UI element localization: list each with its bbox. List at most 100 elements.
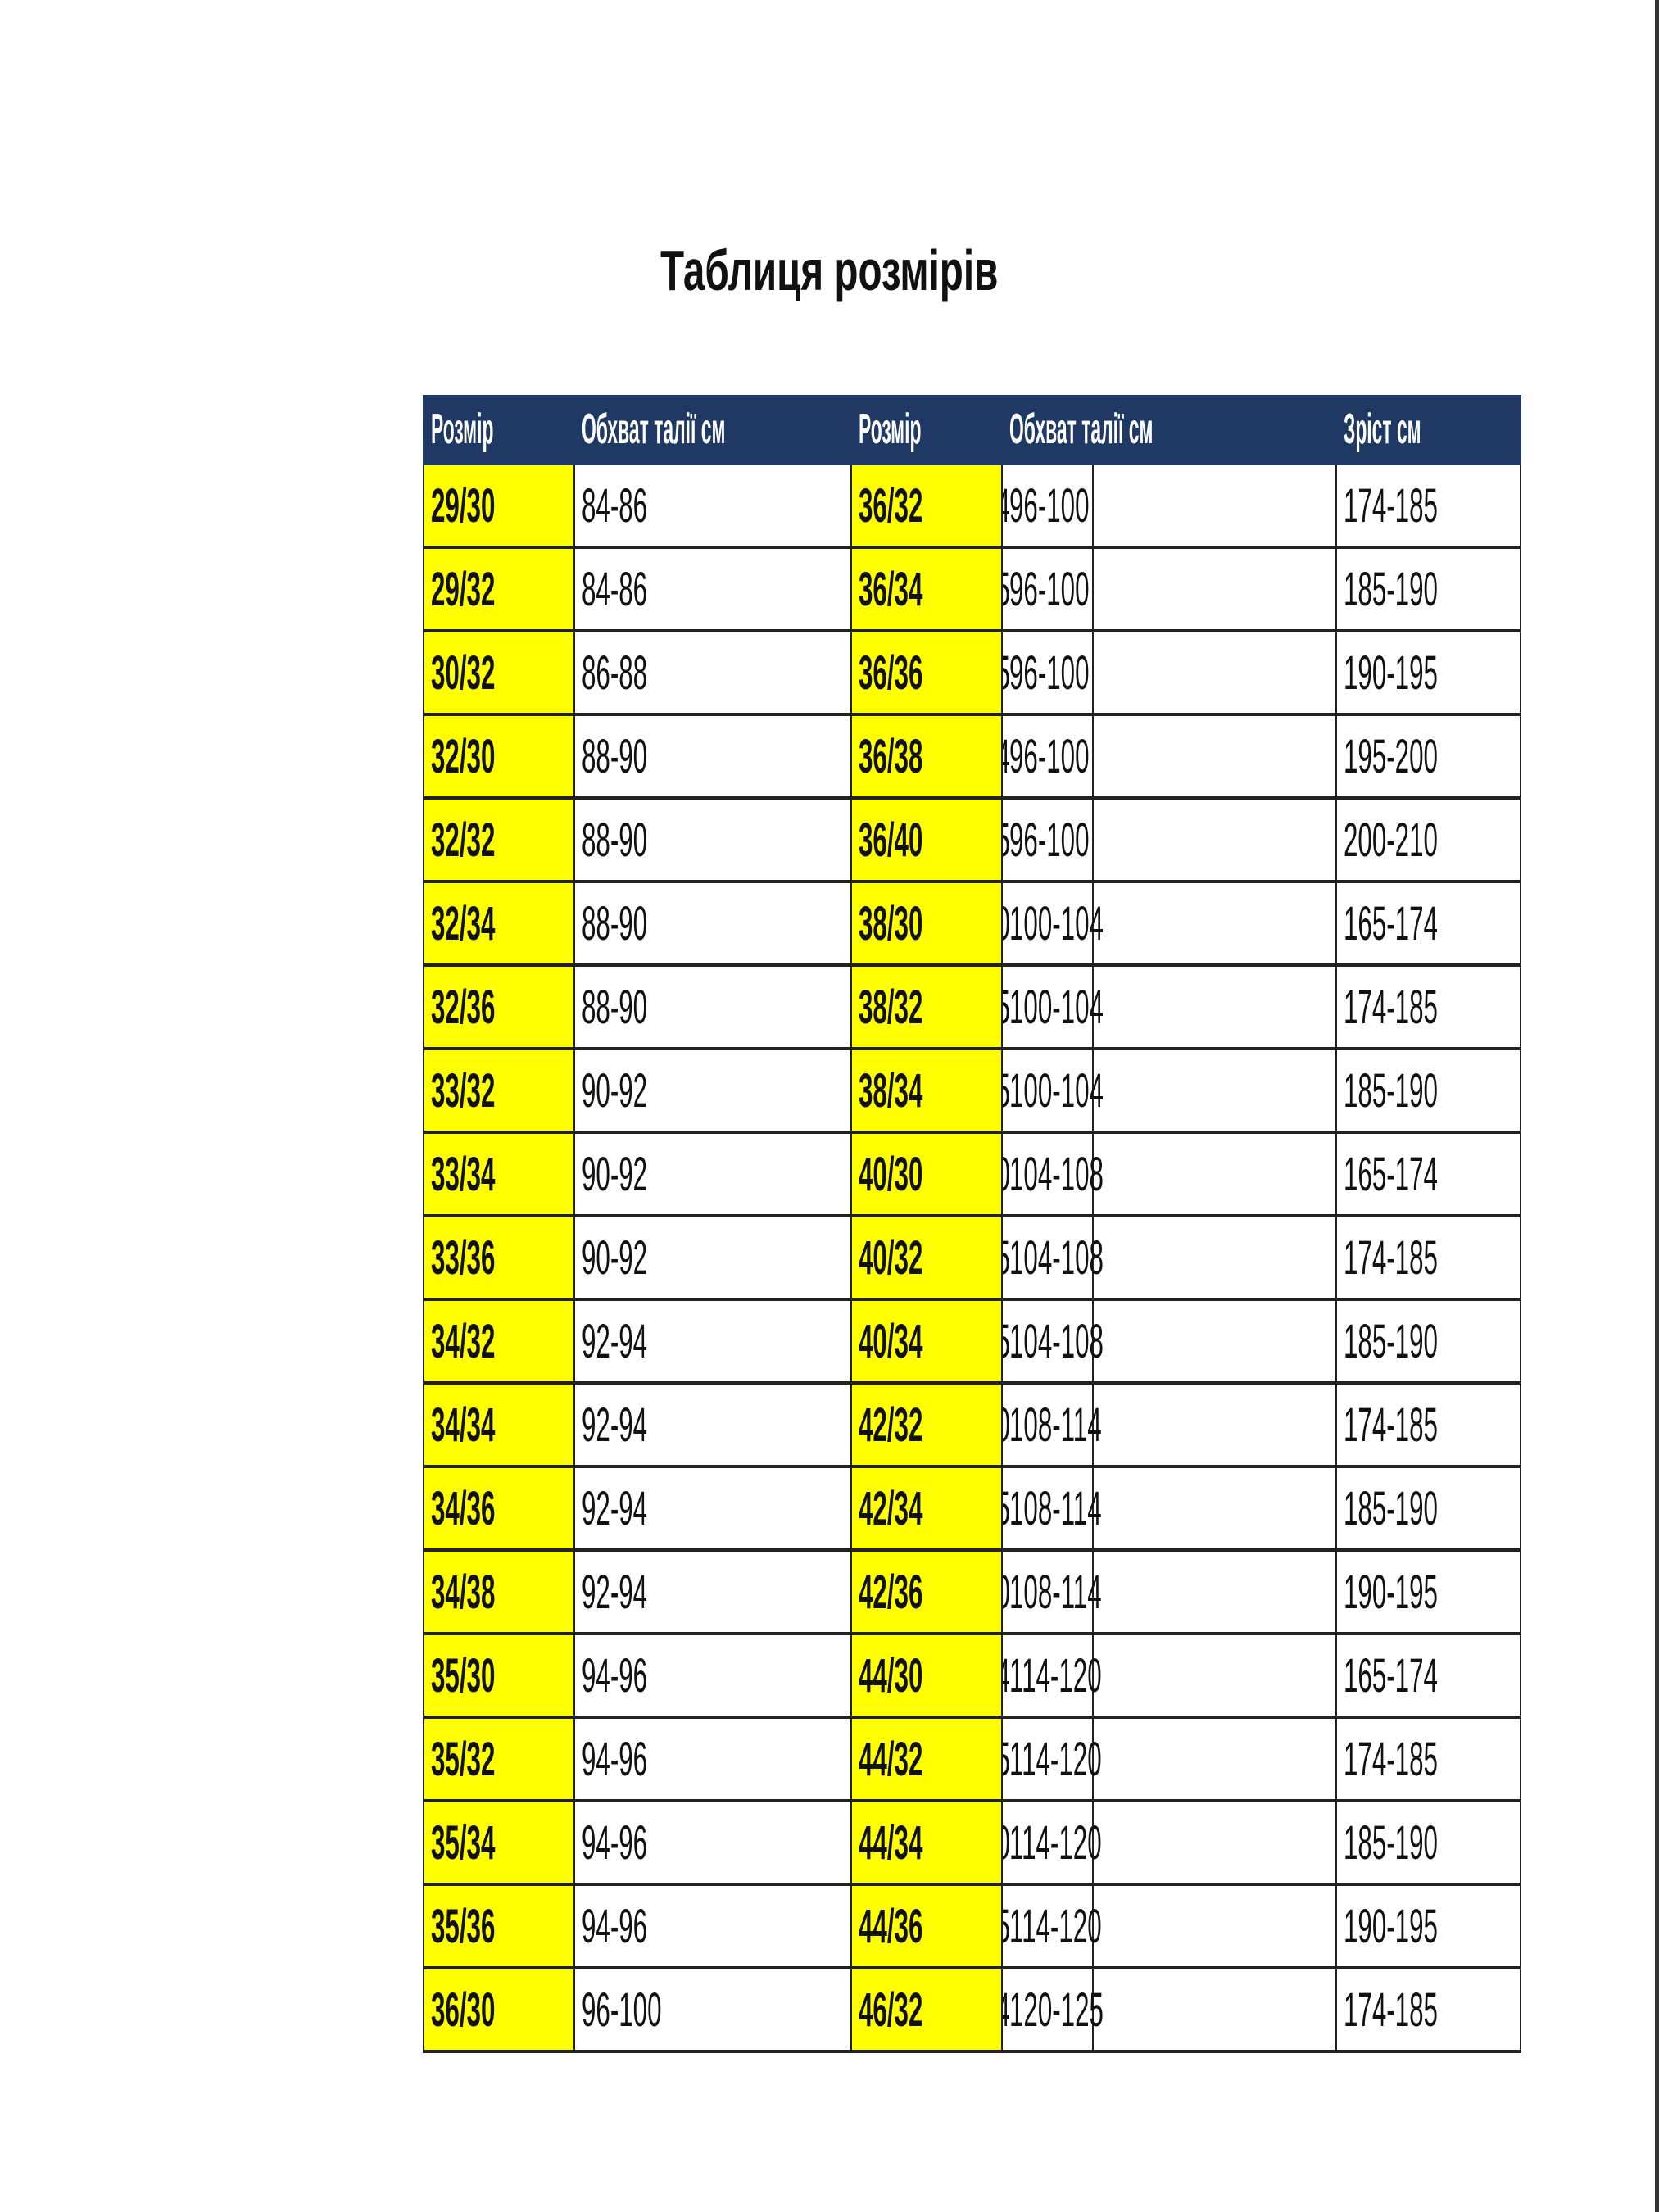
height-cell-text: 174-185 xyxy=(1344,1231,1439,1285)
size-cell: 32/36 xyxy=(423,964,575,1050)
size-cell: 40/32 xyxy=(850,1215,1003,1301)
table-row: 40/32 104-108 174-185 xyxy=(850,1215,1522,1301)
height-cell: 174-185 xyxy=(1335,1967,1522,2053)
size-cell-text: 42/32 xyxy=(859,1398,923,1452)
size-cell: 44/32 xyxy=(850,1716,1003,1802)
size-cell-text: 35/34 xyxy=(431,1815,496,1870)
waist-cell-text: 92-94 xyxy=(581,1314,647,1368)
header-row: Розмір Обхват талії см Зріст см xyxy=(850,395,1522,465)
waist-cell: 90-92 xyxy=(573,1131,910,1217)
size-cell: 36/36 xyxy=(850,630,1003,716)
size-cell: 32/32 xyxy=(423,797,575,883)
waist-cell-text: 94-96 xyxy=(581,1815,647,1870)
size-cell-text: 33/32 xyxy=(431,1063,496,1117)
waist-cell: 120-125 xyxy=(1000,1967,1338,2053)
size-cell-text: 34/32 xyxy=(431,1314,496,1368)
waist-cell: 104-108 xyxy=(1000,1131,1338,1217)
size-cell: 35/32 xyxy=(423,1716,575,1802)
waist-cell-text: 114-120 xyxy=(1009,1899,1102,1953)
height-cell-text: 174-185 xyxy=(1344,478,1439,533)
waist-cell: 96-100 xyxy=(1000,546,1338,632)
waist-cell-text: 88-90 xyxy=(581,896,647,950)
height-cell: 185-190 xyxy=(1335,1048,1522,1134)
size-cell-text: 29/30 xyxy=(431,478,496,533)
size-cell-text: 33/36 xyxy=(431,1231,496,1285)
size-cell: 30/32 xyxy=(423,630,575,716)
waist-cell-text: 114-120 xyxy=(1009,1648,1102,1702)
height-cell: 190-195 xyxy=(1335,1883,1522,1969)
size-cell: 34/38 xyxy=(423,1549,575,1635)
page-edge xyxy=(1655,0,1659,2212)
size-cell-text: 46/32 xyxy=(859,1983,923,2037)
height-cell-text: 174-185 xyxy=(1344,1398,1439,1452)
table-row: 46/32 120-125 174-185 xyxy=(850,1967,1522,2053)
height-cell: 174-185 xyxy=(1335,1382,1522,1468)
height-cell-text: 190-195 xyxy=(1344,1565,1439,1619)
waist-cell: 96-100 xyxy=(1000,714,1338,800)
size-cell-text: 44/30 xyxy=(859,1648,923,1702)
height-cell: 190-195 xyxy=(1335,1549,1522,1635)
size-cell: 44/30 xyxy=(850,1633,1003,1719)
header-waist-text: Обхват талії см xyxy=(1009,406,1154,453)
height-cell: 185-190 xyxy=(1335,1299,1522,1385)
waist-cell-text: 104-108 xyxy=(1009,1231,1104,1285)
size-cell: 32/34 xyxy=(423,881,575,967)
size-cell-text: 34/36 xyxy=(431,1481,496,1535)
size-cell-text: 32/30 xyxy=(431,729,496,783)
waist-cell-text: 108-114 xyxy=(1009,1398,1102,1452)
size-cell: 46/32 xyxy=(850,1967,1003,2053)
table-row: 44/32 114-120 174-185 xyxy=(850,1716,1522,1802)
size-cell-text: 36/32 xyxy=(859,478,923,533)
waist-cell-text: 90-92 xyxy=(581,1231,647,1285)
height-cell: 200-210 xyxy=(1335,797,1522,883)
size-cell: 34/32 xyxy=(423,1299,575,1385)
height-cell: 174-185 xyxy=(1335,1716,1522,1802)
waist-cell-text: 100-104 xyxy=(1009,980,1104,1034)
waist-cell-text: 104-108 xyxy=(1009,1147,1104,1201)
waist-cell-text: 84-86 xyxy=(581,478,647,533)
height-cell: 185-190 xyxy=(1335,546,1522,632)
size-cell: 42/36 xyxy=(850,1549,1003,1635)
waist-cell-text: 100-104 xyxy=(1009,896,1104,950)
waist-cell: 108-114 xyxy=(1000,1549,1338,1635)
waist-cell-text: 96-100 xyxy=(581,1983,662,2037)
size-cell: 32/30 xyxy=(423,714,575,800)
height-cell-text: 174-185 xyxy=(1344,1983,1439,2037)
size-cell-text: 35/36 xyxy=(431,1899,496,1953)
size-cell-text: 38/32 xyxy=(859,980,923,1034)
height-cell-text: 165-174 xyxy=(1344,1648,1439,1702)
height-cell: 165-174 xyxy=(1335,881,1522,967)
height-cell-text: 165-174 xyxy=(1344,896,1439,950)
size-cell: 34/36 xyxy=(423,1466,575,1552)
table-row: 38/32 100-104 174-185 xyxy=(850,964,1522,1050)
waist-cell-text: 96-100 xyxy=(1009,646,1090,700)
height-cell-text: 185-190 xyxy=(1344,1314,1439,1368)
table-row: 38/34 100-104 185-190 xyxy=(850,1048,1522,1134)
waist-cell-text: 86-88 xyxy=(581,646,647,700)
size-cell-text: 42/34 xyxy=(859,1481,923,1535)
table-row: 42/36 108-114 190-195 xyxy=(850,1549,1522,1635)
height-cell: 185-190 xyxy=(1335,1466,1522,1552)
size-cell: 38/30 xyxy=(850,881,1003,967)
waist-cell-text: 100-104 xyxy=(1009,1063,1104,1117)
size-cell: 29/30 xyxy=(423,463,575,549)
size-cell-text: 34/34 xyxy=(431,1398,496,1452)
size-cell-text: 42/36 xyxy=(859,1565,923,1619)
table-row: 40/34 104-108 185-190 xyxy=(850,1299,1522,1385)
size-cell-text: 36/34 xyxy=(859,562,923,616)
table-row: 40/30 104-108 165-174 xyxy=(850,1131,1522,1217)
waist-cell: 114-120 xyxy=(1000,1716,1338,1802)
height-cell-text: 185-190 xyxy=(1344,1815,1439,1870)
waist-cell-text: 96-100 xyxy=(1009,562,1090,616)
waist-cell-text: 108-114 xyxy=(1009,1565,1102,1619)
waist-cell: 104-108 xyxy=(1000,1215,1338,1301)
waist-cell-text: 120-125 xyxy=(1009,1983,1104,2037)
waist-cell-text: 94-96 xyxy=(581,1648,647,1702)
header-height-text: Зріст см xyxy=(1344,406,1421,453)
height-cell-text: 190-195 xyxy=(1344,646,1439,700)
size-cell: 33/34 xyxy=(423,1131,575,1217)
waist-cell: 96-100 xyxy=(1000,463,1338,549)
size-cell-text: 38/34 xyxy=(859,1063,923,1117)
size-cell-text: 44/32 xyxy=(859,1732,923,1786)
waist-cell: 114-120 xyxy=(1000,1800,1338,1886)
